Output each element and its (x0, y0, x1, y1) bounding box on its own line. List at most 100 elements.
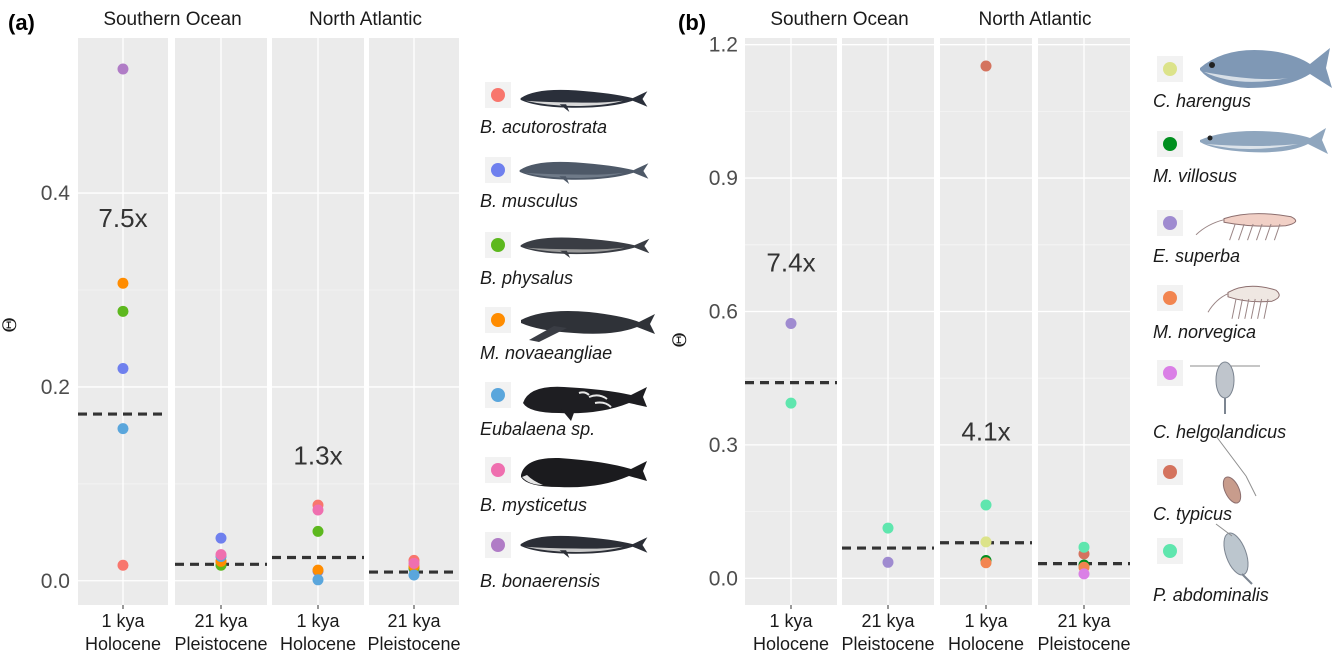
chart-panel-2: (b) 0.0 0.3 0.6 0.9 1.2 Θ Southern Ocean North A… (669, 9, 1286, 654)
data-point (117, 363, 129, 375)
y-tick-label: 0.9 (709, 167, 738, 190)
humpback-whale-illustration (521, 311, 655, 342)
copepod-body (1223, 532, 1249, 576)
legend-label: C. helgolandicus (1153, 422, 1286, 442)
x-tick-label: Holocene (948, 634, 1024, 654)
legend-marker (1163, 137, 1177, 151)
data-point (312, 504, 324, 516)
x-tick-label: Holocene (85, 634, 161, 654)
panel-label: (b) (678, 10, 706, 35)
capelin-illustration (1200, 128, 1328, 154)
whale-body (523, 386, 647, 414)
data-point (215, 532, 227, 544)
copepod-antenna (1245, 475, 1257, 497)
data-point (117, 559, 129, 571)
data-point (312, 525, 324, 537)
legend-label: Eubalaena sp. (480, 419, 595, 439)
x-tick-label: 1 kya (769, 611, 813, 631)
facet-title: North Atlantic (309, 9, 422, 30)
data-point (117, 423, 129, 435)
legend-label: B. musculus (480, 191, 578, 211)
legend-label: E. superba (1153, 246, 1240, 266)
copepod-antenna (1215, 523, 1233, 537)
crustacean-antenna (1195, 219, 1225, 236)
legend-marker (1163, 366, 1177, 380)
x-tick-label: Holocene (280, 634, 356, 654)
whale-chin (522, 475, 543, 485)
legend-label: P. abdominalis (1153, 585, 1269, 605)
copepod-helgolandicus-illustration (1190, 361, 1260, 414)
x-tick-label: 21 kya (1057, 611, 1111, 631)
whale-belly (525, 100, 623, 107)
whale-flipper (559, 550, 570, 558)
x-tick-label: Pleistocene (367, 634, 460, 654)
legend-marker (491, 163, 505, 177)
whale-flipper (529, 326, 567, 342)
x-tick-label: 21 kya (387, 611, 441, 631)
crustacean-leg (1231, 298, 1237, 319)
crustacean-leg (1257, 298, 1263, 319)
data-point (980, 536, 992, 548)
data-point (980, 557, 992, 569)
fin-whale-illustration (520, 237, 650, 258)
northern-krill-illustration (1207, 285, 1280, 319)
data-point (408, 569, 420, 581)
x-tick-label: Holocene (753, 634, 829, 654)
x-tick-label: 21 kya (194, 611, 248, 631)
crustacean-leg (1238, 223, 1245, 241)
copepod-antenna (1215, 435, 1247, 477)
antarctic-minke-illustration (520, 535, 648, 558)
legend-label: M. norvegica (1153, 322, 1256, 342)
legend-marker (491, 88, 505, 102)
chart-panel-1: (a) 0.0 0.2 0.4 Θ Southern Ocean North Atlanti… (0, 9, 612, 654)
legend-label: B. mysticetus (480, 495, 587, 515)
fold-change-label: 7.4x (766, 247, 815, 277)
legend-marker (1163, 291, 1177, 305)
crustacean-body (1227, 285, 1280, 303)
copepod-body (1215, 361, 1235, 399)
whale-belly (524, 172, 624, 179)
data-point (312, 574, 324, 586)
x-tick-label: Pleistocene (174, 634, 267, 654)
y-tick-label: 0.0 (709, 567, 738, 590)
legend-label: M. villosus (1153, 166, 1237, 186)
right-whale-illustration (523, 386, 647, 421)
legend-label: B. bonaerensis (480, 571, 600, 591)
legend-label: C. harengus (1153, 91, 1251, 111)
legend-label: C. typicus (1153, 504, 1232, 524)
x-tick-label: 1 kya (964, 611, 1008, 631)
legend-label: B. physalus (480, 268, 573, 288)
data-point (312, 564, 324, 576)
fish-body (1200, 48, 1332, 88)
data-point (1078, 541, 1090, 553)
y-tick-label: 0.3 (709, 434, 738, 457)
crustacean-leg (1247, 223, 1254, 241)
fold-change-label: 7.5x (98, 203, 147, 233)
data-point (785, 397, 797, 409)
data-point (117, 277, 129, 289)
x-tick-label: Pleistocene (1037, 634, 1130, 654)
legend-marker (1163, 544, 1177, 558)
whale-body (521, 311, 655, 334)
herring-illustration (1200, 48, 1332, 88)
data-point (980, 499, 992, 511)
data-point (882, 522, 894, 534)
fish-body (1200, 128, 1328, 154)
facet-title: Southern Ocean (103, 9, 241, 30)
crustacean-leg (1264, 223, 1272, 241)
y-axis-label: Θ (0, 317, 21, 333)
legend-marker (491, 538, 505, 552)
bowhead-whale-illustration (521, 457, 647, 488)
data-point (1078, 568, 1090, 580)
whale-belly (525, 546, 623, 553)
legend-marker (491, 388, 505, 402)
minke-whale-illustration (520, 89, 648, 112)
data-point (117, 63, 129, 75)
fish-belly (1204, 72, 1288, 82)
y-tick-label: 0.6 (709, 300, 738, 323)
crustacean-antenna (1207, 293, 1229, 313)
y-axis-label: Θ (669, 332, 691, 348)
panel-label: (a) (8, 10, 35, 35)
data-point (215, 549, 227, 561)
